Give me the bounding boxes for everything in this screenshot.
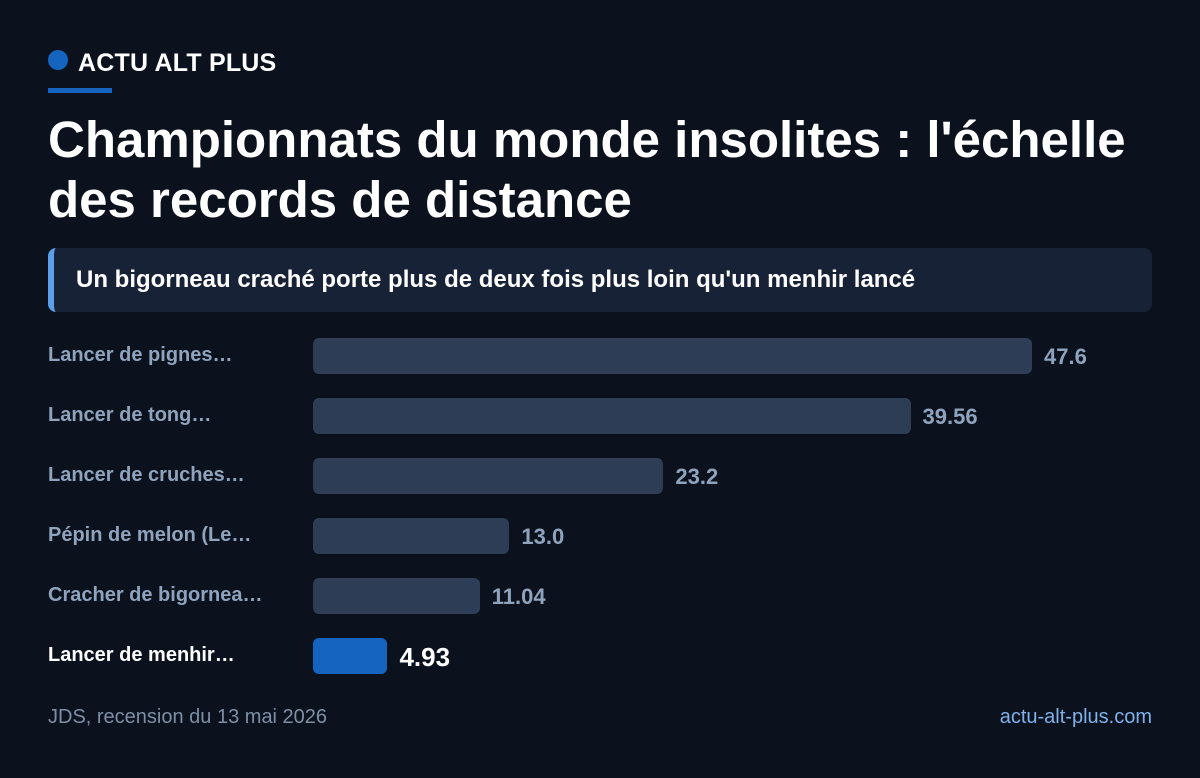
bar — [313, 458, 664, 494]
chart-subtitle: Un bigorneau craché porte plus de deux f… — [76, 266, 916, 293]
category-label: Cracher de bigornea… — [48, 584, 263, 606]
value-label: 47.6 — [1044, 344, 1087, 369]
brand-dot-icon — [48, 50, 68, 70]
value-label: 23.2 — [675, 464, 719, 489]
bar — [313, 398, 911, 434]
bar — [313, 518, 510, 554]
bar — [313, 338, 1032, 374]
category-label: Lancer de pignes… — [48, 344, 233, 366]
category-label: Lancer de tong… — [48, 404, 212, 426]
brand-underline — [48, 88, 112, 93]
brand-name: ACTU ALT PLUS — [78, 48, 277, 77]
bar — [313, 638, 388, 674]
value-label: 4.93 — [399, 642, 451, 672]
category-label: Pépin de melon (Le… — [48, 524, 252, 546]
subtitle-callout: Un bigorneau craché porte plus de deux f… — [48, 248, 1152, 312]
site-link[interactable]: actu-alt-plus.com — [999, 706, 1152, 728]
value-label: 39.56 — [922, 404, 978, 429]
bar — [313, 578, 480, 614]
chart-title: Championnats du monde insolites : l'éche… — [48, 111, 1126, 228]
category-label: Lancer de menhir… — [48, 644, 235, 666]
value-label: 11.04 — [491, 584, 546, 609]
source-note: JDS, recension du 13 mai 2026 — [48, 706, 328, 728]
category-label: Lancer de cruches… — [48, 464, 245, 486]
value-label: 13.0 — [521, 524, 565, 549]
brand-header: ACTU ALT PLUS — [48, 48, 276, 78]
